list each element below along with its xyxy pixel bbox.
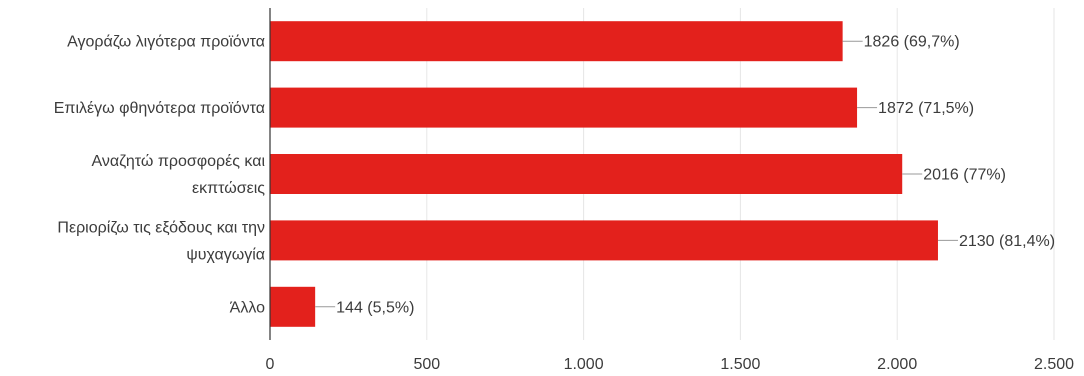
- bar: [270, 220, 938, 261]
- bar: [270, 87, 858, 128]
- labels: 0 500 1.000 1.500 2.000 2.500 1826 (69,7%) Αγορ…: [54, 34, 1074, 373]
- category-label: Αγοράζω λιγότερα προϊόντα: [67, 34, 265, 51]
- category-label: Άλλο: [230, 299, 265, 316]
- x-tick-label: 0: [266, 356, 275, 373]
- data-label: 1872 (71,5%): [878, 100, 974, 117]
- category-label: Αναζητώ προσφορές και: [91, 153, 265, 170]
- x-tick-label: 1.500: [720, 356, 760, 373]
- x-tick-label: 500: [413, 356, 440, 373]
- bar: [270, 154, 903, 194]
- category-label: Επιλέγω φθηνότερα προϊόντα: [54, 100, 265, 117]
- bars: [270, 21, 958, 327]
- data-label: 144 (5,5%): [336, 299, 414, 316]
- x-tick-label: 1.000: [564, 356, 604, 373]
- category-label: Περιορίζω τις εξόδους και την: [57, 219, 265, 236]
- bar: [270, 21, 843, 62]
- data-label: 2130 (81,4%): [959, 233, 1055, 250]
- category-label: ψυχαγωγία: [186, 246, 265, 263]
- bar: [270, 286, 316, 327]
- category-label: εκπτώσεις: [192, 180, 265, 197]
- data-label: 2016 (77%): [923, 167, 1006, 184]
- x-tick-label: 2.000: [877, 356, 917, 373]
- x-tick-label: 2.500: [1034, 356, 1074, 373]
- data-label: 1826 (69,7%): [864, 34, 960, 51]
